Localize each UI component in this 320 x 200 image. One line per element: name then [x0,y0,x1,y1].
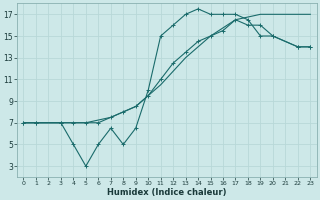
X-axis label: Humidex (Indice chaleur): Humidex (Indice chaleur) [107,188,227,197]
